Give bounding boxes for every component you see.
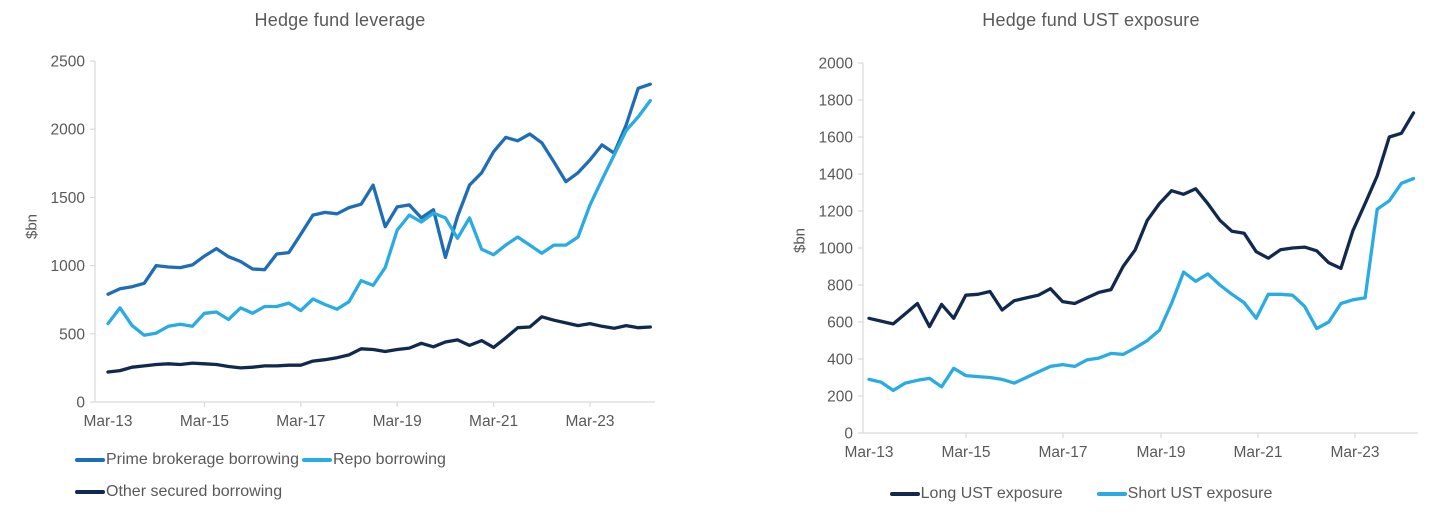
series-line-2 [106,315,652,374]
y-tick-label: 800 [827,278,853,295]
chart-title-leverage: Hedge fund leverage [254,10,426,30]
chart-hedge-fund-leverage: Hedge fund leverage $bn 0 500 1000 1500 2000… [0,0,700,521]
y-tick-label: 200 [827,389,853,406]
legend-ust-row: Long UST exposure Short UST exposure [731,485,1431,503]
legend-line-swatch-other [75,490,105,494]
legend-item-other-secured: Other secured borrowing [75,483,282,501]
y-tick-label: 2000 [819,56,854,73]
legend-item-prime-brokerage: Prime brokerage borrowing [75,451,299,469]
legend-leverage-row-2: Other secured borrowing [75,483,282,501]
y-tick-label: 400 [827,352,853,369]
x-tick-label: Mar-23 [565,413,614,430]
series-line-0 [867,111,1416,329]
y-tick-label: 0 [844,426,853,443]
y-tick-label: 500 [59,326,85,343]
y-tick-label: 2500 [51,54,86,71]
x-tick-label: Mar-19 [1136,444,1185,461]
chart-title-ust: Hedge fund UST exposure [982,10,1200,30]
axes [94,61,655,403]
legend-label-other: Other secured borrowing [106,483,283,500]
y-tick-label: 1500 [51,190,86,207]
series-line-0 [106,82,652,296]
legend-label-short-ust: Short UST exposure [1127,485,1273,502]
legend-item-short-ust: Short UST exposure [1096,485,1273,503]
y-axis: 0 200 400 600 800 1000 1200 1400 1600 1800 2000 [819,56,863,443]
y-tick-label: 1000 [819,241,854,258]
legend-item-long-ust: Long UST exposure [889,485,1063,503]
x-tick-label: Mar-23 [1330,444,1379,461]
y-tick-label: 1200 [819,204,854,221]
series-line-1 [106,98,652,337]
x-tick-label: Mar-21 [1233,444,1282,461]
x-tick-label: Mar-13 [83,413,132,430]
y-axis: 0 500 1000 1500 2000 2500 [51,54,95,412]
legend-leverage-row-1: Prime brokerage borrowing Repo borrowing [75,451,446,469]
legend-line-swatch-short-ust [1096,492,1127,496]
y-tick-label: 0 [76,395,85,412]
x-tick-label: Mar-17 [1038,444,1087,461]
x-tick-label: Mar-17 [276,413,325,430]
y-tick-label: 1800 [819,93,854,110]
legend-line-swatch-prime [75,458,105,462]
y-tick-label: 600 [827,315,853,332]
legend-line-swatch-repo [301,458,332,462]
legend-label-prime: Prime brokerage borrowing [106,451,299,468]
legend-line-swatch-long-ust [889,492,920,496]
y-tick-label: 2000 [51,122,86,139]
y-tick-label: 1400 [819,167,854,184]
y-tick-label: 1000 [51,258,86,275]
plot-area-ust: 0 200 400 600 800 1000 1200 1400 1600 1800 2000 Mar… [819,56,1418,461]
legend-label-repo: Repo borrowing [332,451,446,468]
legend-label-long-ust: Long UST exposure [920,485,1063,502]
x-axis: Mar-13 Mar-15 Mar-17 Mar-19 Mar-21 Mar-23 [844,433,1380,461]
y-tick-label: 1600 [819,130,854,147]
series-line-1 [867,176,1416,393]
x-tick-label: Mar-19 [373,413,422,430]
legend-item-repo: Repo borrowing [301,451,446,469]
x-tick-label: Mar-15 [180,413,229,430]
chart-hedge-fund-ust-exposure: Hedge fund UST exposure $bn 0 200 400 600 80… [731,0,1431,521]
x-tick-label: Mar-15 [941,444,990,461]
x-tick-label: Mar-21 [469,413,518,430]
x-axis: Mar-13 Mar-15 Mar-17 Mar-19 Mar-21 Mar-23 [83,402,615,430]
x-tick-label: Mar-13 [844,444,893,461]
